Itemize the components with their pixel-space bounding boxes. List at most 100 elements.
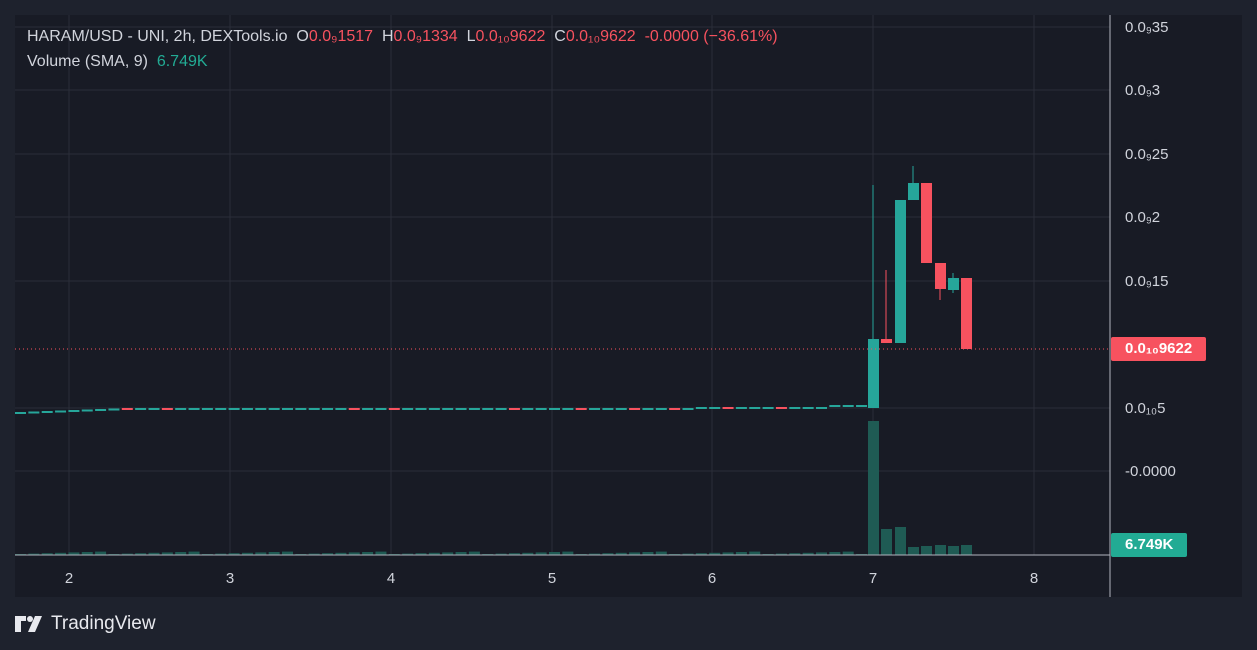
volume-bar	[335, 552, 347, 555]
volume-bar	[615, 552, 627, 555]
volume-bar	[468, 551, 480, 555]
candle-body	[881, 339, 892, 343]
y-tick-label: -0.0000	[1125, 463, 1176, 480]
volume-bar	[522, 552, 534, 555]
candle-body	[428, 408, 440, 410]
candle-body	[135, 408, 147, 410]
x-tick-label: 8	[1030, 570, 1038, 587]
volume-bar	[121, 553, 133, 555]
candle-layer	[15, 166, 972, 414]
volume-bar	[921, 546, 932, 555]
price-chart[interactable]: 2 3 4 5 6 7 8 0.0₉35 0.0₉3 0.0₉25 0.0₉2 0.0₉15 0.0₁₀…	[15, 15, 1242, 597]
candle-body	[655, 408, 667, 410]
candle-body	[789, 407, 801, 409]
candle-body	[735, 407, 747, 409]
x-tick-label: 5	[548, 570, 556, 587]
volume-bar	[148, 552, 160, 555]
candle-body	[402, 408, 414, 410]
x-tick-label: 6	[708, 570, 716, 587]
candle-body	[615, 408, 627, 410]
low-label: L	[466, 28, 476, 45]
volume-bar	[282, 551, 293, 555]
candle-body	[682, 408, 694, 410]
volume-bar	[868, 421, 879, 555]
volume-bar	[655, 551, 667, 555]
volume-bar	[415, 553, 427, 555]
volume-value: 6.749K	[156, 53, 208, 70]
candle-body	[41, 411, 53, 413]
candle-body	[268, 408, 280, 410]
volume-bar	[549, 552, 560, 555]
volume-bar	[895, 527, 906, 555]
volume-bar	[68, 552, 80, 555]
volume-bar	[495, 553, 507, 555]
candle-body	[709, 407, 721, 409]
y-tick-label: 0.0₉35	[1125, 19, 1168, 36]
volume-bar	[442, 552, 454, 555]
candle-body	[856, 405, 868, 407]
candle-body	[508, 408, 520, 410]
volume-bar	[455, 552, 467, 555]
volume-bar	[402, 553, 414, 555]
candle-body	[415, 408, 427, 410]
candle-body	[468, 408, 480, 410]
candle-body	[108, 408, 120, 411]
tradingview-logo-icon	[15, 616, 42, 632]
volume-bar	[589, 553, 601, 555]
tradingview-logo[interactable]: TradingView	[15, 612, 156, 636]
candle-body	[775, 407, 787, 409]
candle-body	[55, 410, 67, 413]
candle-body	[95, 409, 107, 411]
volume-bar	[881, 529, 892, 555]
candle-body	[15, 412, 26, 414]
candle-body	[762, 407, 774, 409]
volume-bar	[348, 552, 360, 555]
volume-bar	[722, 552, 734, 555]
candle-body	[868, 339, 879, 408]
candle-body	[161, 408, 173, 410]
candle-body	[335, 408, 347, 410]
volume-bar	[829, 552, 841, 555]
candle-body	[575, 408, 587, 410]
candle-body	[522, 408, 534, 410]
x-tick-label: 7	[869, 570, 877, 587]
candle-body	[442, 408, 454, 410]
candle-body	[28, 411, 40, 414]
candle-body	[121, 408, 133, 410]
candle-body	[535, 408, 547, 410]
volume-bar	[642, 552, 654, 555]
high-value: 0.0₉1334	[393, 28, 458, 45]
candle-body	[322, 408, 334, 410]
candle-body	[201, 408, 213, 410]
close-label: C	[554, 28, 566, 45]
candle-body	[348, 408, 360, 410]
x-tick-label: 4	[387, 570, 395, 587]
volume-bar	[175, 552, 187, 555]
volume-bar	[375, 551, 387, 555]
low-value: 0.0₁₀9622	[475, 28, 546, 45]
candle-body	[669, 408, 681, 410]
candle-body	[602, 408, 614, 410]
candle-body	[228, 408, 240, 410]
volume-layer	[15, 421, 972, 555]
candle-body	[482, 408, 494, 410]
volume-bar	[695, 553, 707, 555]
volume-bar	[41, 553, 53, 555]
brand-name: TradingView	[51, 613, 156, 634]
candle-body	[908, 183, 919, 200]
y-tick-label: 0.0₁₀5	[1125, 400, 1165, 417]
chart-frame[interactable]: 2 3 4 5 6 7 8 0.0₉35 0.0₉3 0.0₉25 0.0₉2 0.0₉15 0.0₁₀…	[15, 15, 1242, 597]
candle-body	[961, 278, 972, 349]
volume-bar	[775, 553, 787, 555]
volume-bar	[735, 552, 747, 555]
candle-body	[362, 408, 374, 410]
candle-body	[642, 408, 654, 410]
candle-body	[148, 408, 160, 410]
candle-body	[188, 408, 200, 410]
volume-bar	[709, 552, 721, 555]
volume-bar	[188, 551, 200, 555]
x-tick-label: 3	[226, 570, 234, 587]
volume-bar	[948, 546, 959, 555]
candle-body	[68, 410, 80, 412]
candle-body	[722, 407, 734, 409]
